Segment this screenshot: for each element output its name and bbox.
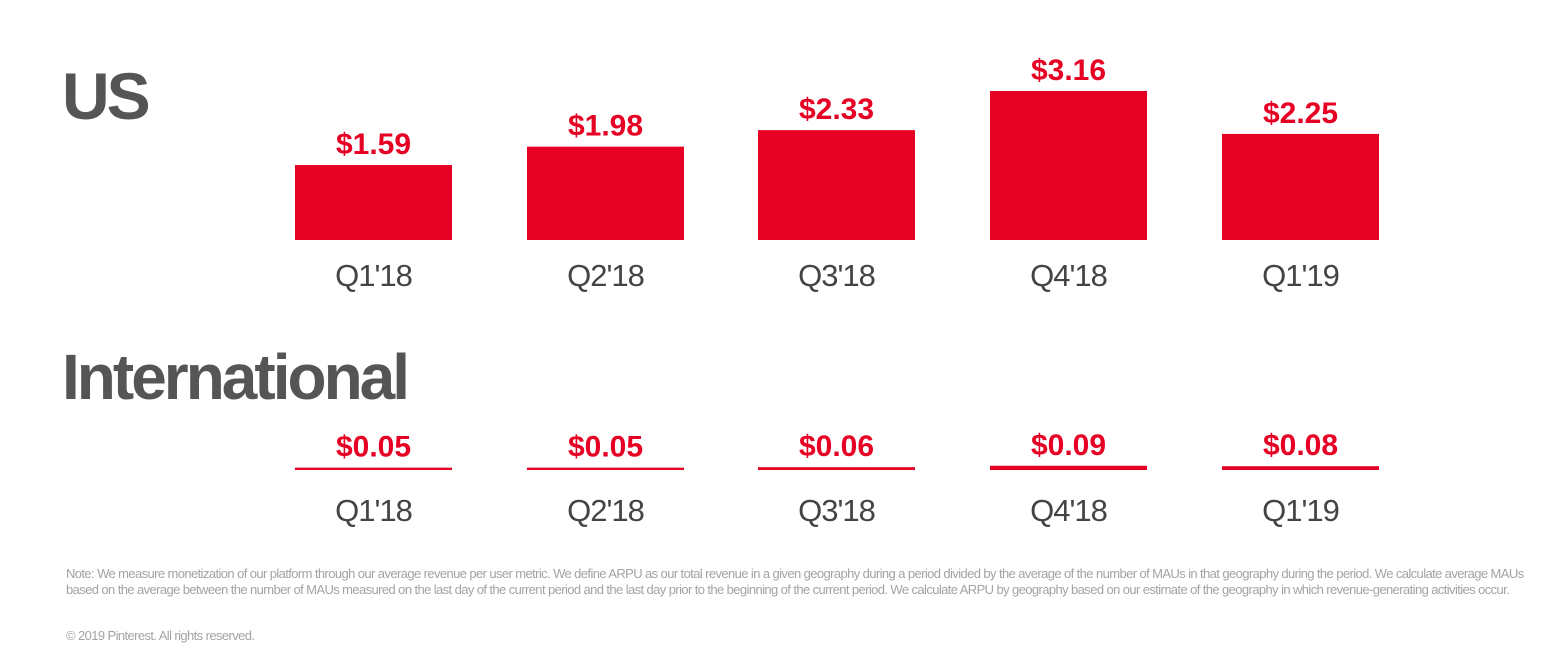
us-bar-q4-18 xyxy=(990,91,1147,240)
us-value-label-q3-18: $2.33 xyxy=(799,93,874,126)
us-bar-q3-18 xyxy=(758,130,915,240)
international-arpu-bar-chart: $0.05 Q1'18 $0.05 Q2'18 $0.06 Q3'18 $0.09 Q4'18… xyxy=(295,429,1379,528)
us-value-label-q1-19: $2.25 xyxy=(1263,97,1338,130)
us-category-label-q3-18: Q3'18 xyxy=(798,258,875,293)
international-section-title: International xyxy=(62,341,410,413)
intl-value-label-q1-18: $0.05 xyxy=(336,431,411,464)
us-section-title: US xyxy=(62,59,151,133)
intl-value-label-q4-18: $0.09 xyxy=(1031,429,1106,462)
intl-category-label-q3-18: Q3'18 xyxy=(798,493,875,528)
intl-value-label-q3-18: $0.06 xyxy=(799,430,874,463)
intl-category-label-q2-18: Q2'18 xyxy=(567,493,644,528)
us-arpu-bar-chart: $1.59 Q1'18 $1.98 Q2'18 $2.33 Q3'18 $3.16 Q4'18… xyxy=(295,54,1379,293)
us-value-label-q1-18: $1.59 xyxy=(336,128,411,161)
us-value-label-q4-18: $3.16 xyxy=(1031,54,1106,87)
us-category-label-q1-19: Q1'19 xyxy=(1262,258,1339,293)
intl-bar-q2-18 xyxy=(527,467,684,470)
intl-bar-q1-18 xyxy=(295,467,452,470)
intl-value-label-q2-18: $0.05 xyxy=(568,431,643,464)
us-bar-q1-18 xyxy=(295,165,452,240)
us-bar-q2-18 xyxy=(527,146,684,240)
intl-bar-q1-19 xyxy=(1222,466,1379,470)
us-category-label-q4-18: Q4'18 xyxy=(1030,258,1107,293)
intl-category-label-q1-18: Q1'18 xyxy=(335,493,412,528)
intl-bar-q3-18 xyxy=(758,467,915,470)
us-category-label-q1-18: Q1'18 xyxy=(335,258,412,293)
us-category-label-q2-18: Q2'18 xyxy=(567,258,644,293)
intl-bar-q4-18 xyxy=(990,465,1147,470)
intl-category-label-q4-18: Q4'18 xyxy=(1030,493,1107,528)
intl-value-label-q1-19: $0.08 xyxy=(1263,429,1338,462)
footnote: Note: We measure monetization of our pla… xyxy=(66,566,1524,597)
intl-category-label-q1-19: Q1'19 xyxy=(1262,493,1339,528)
copyright-text: © 2019 Pinterest. All rights reserved. xyxy=(66,628,255,643)
us-bar-q1-19 xyxy=(1222,133,1379,240)
us-value-label-q2-18: $1.98 xyxy=(568,110,643,143)
